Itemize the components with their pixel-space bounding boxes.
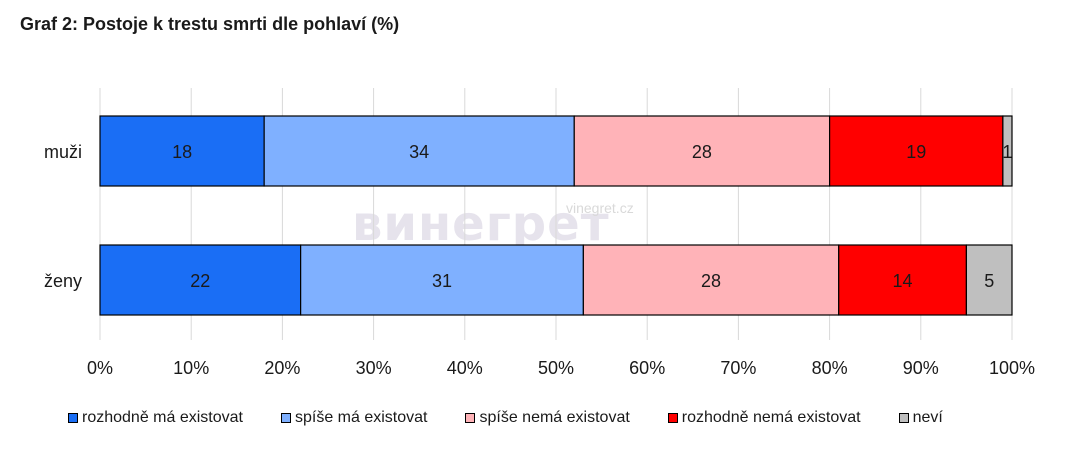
x-tick-label: 60% — [629, 358, 665, 378]
legend-label: neví — [912, 409, 943, 426]
data-label: 14 — [893, 271, 913, 291]
category-label: ženy — [44, 271, 82, 291]
legend-swatch — [898, 413, 909, 423]
legend-swatch — [667, 413, 678, 423]
x-tick-label: 80% — [812, 358, 848, 378]
data-label: 18 — [172, 142, 192, 162]
legend-item: neví — [898, 409, 943, 427]
bar-segment — [1002, 115, 1013, 187]
legend-item: rozhodně nemá existovat — [667, 409, 861, 427]
bar-segment — [300, 244, 584, 316]
bar-segment — [582, 244, 840, 316]
x-tick-label: 30% — [356, 358, 392, 378]
data-label: 34 — [409, 142, 429, 162]
data-label: 19 — [906, 142, 926, 162]
x-tick-label: 40% — [447, 358, 483, 378]
x-tick-label: 100% — [989, 358, 1035, 378]
legend-item: rozhodně má existovat — [68, 409, 243, 427]
bar-segment — [263, 115, 575, 187]
legend-label: spíše nemá existovat — [479, 409, 630, 426]
chart-legend: rozhodně má existovat spíše má existovat s… — [68, 409, 1078, 427]
x-tick-label: 90% — [903, 358, 939, 378]
x-tick-label: 0% — [87, 358, 113, 378]
bar-segment — [99, 244, 302, 316]
legend-swatch — [68, 413, 78, 423]
watermark-url: vinegret.cz — [566, 200, 634, 216]
legend-item: spíše má existovat — [280, 409, 428, 427]
watermark-logo: винегрет — [352, 196, 610, 252]
data-label: 28 — [692, 142, 712, 162]
data-label: 22 — [190, 271, 210, 291]
bar-segment — [828, 115, 1004, 187]
data-label: 1 — [1002, 142, 1012, 162]
x-tick-label: 70% — [720, 358, 756, 378]
bar-segment — [965, 244, 1013, 316]
legend-swatch — [280, 413, 291, 423]
legend-label: spíše má existovat — [294, 409, 428, 426]
legend-label: rozhodně má existovat — [82, 409, 243, 426]
x-tick-label: 10% — [173, 358, 209, 378]
bar-segment — [573, 115, 831, 187]
data-label: 5 — [984, 271, 994, 291]
x-tick-label: 20% — [264, 358, 300, 378]
legend-swatch — [465, 413, 476, 423]
x-tick-label: 50% — [538, 358, 574, 378]
data-label: 31 — [432, 271, 452, 291]
category-label: muži — [44, 142, 82, 162]
bar-segment — [99, 115, 265, 187]
data-label: 28 — [701, 271, 721, 291]
chart-title: Graf 2: Postoje k trestu smrti dle pohla… — [20, 14, 400, 34]
legend-label: rozhodně nemá existovat — [681, 409, 861, 426]
legend-item: spíše nemá existovat — [465, 409, 630, 427]
bar-segment — [838, 244, 967, 316]
